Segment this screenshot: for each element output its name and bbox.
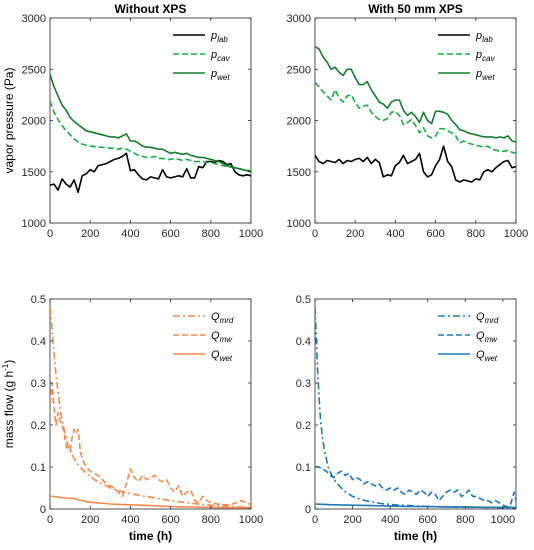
chart-panel-3: 0 200 400 600 800 1000 0 0.1 0.2 0.3 0.4 0.5 time (h… [1,294,263,543]
chart-title: With 50 mm XPS [368,2,463,16]
legend-entry: plab [475,30,493,44]
series-line-q-mw [50,382,251,506]
legend-entry: pcav [475,49,496,63]
legend-entry: plab [210,30,228,44]
x-tick-label: 200 [81,514,99,526]
plot-area [314,17,517,224]
x-tick-label: 800 [456,514,474,526]
x-tick-label: 800 [467,228,485,240]
x-tick-label: 0 [312,228,318,240]
y-tick-label: 0.1 [31,462,46,474]
x-tick-label: 800 [202,514,220,526]
y-tick-label: 0.4 [31,336,46,348]
y-tick-label: 1000 [287,218,311,230]
legend-entry: Qwet [476,349,498,363]
x-tick-label: 400 [386,228,404,240]
x-tick-label: 400 [121,228,139,240]
y-tick-label: 2000 [22,116,46,128]
x-tick-label: 0 [312,514,318,526]
x-tick-label: 1000 [491,514,515,526]
y-tick-label: 3000 [287,13,311,25]
legend-entry: Qmw [211,330,233,344]
y-tick-label: 1500 [22,167,46,179]
plot-area [49,17,252,224]
legend-entry: Qmrd [211,311,234,325]
y-tick-label: 3000 [22,13,46,25]
series-line-q-wet [315,503,516,509]
series-line-p-cav [315,82,516,155]
legend-entry: Qmrd [476,311,499,325]
legend-entry: pwet [210,68,230,82]
y-axis-label: vapor pressure (Pa) [2,67,16,173]
legend-entry: Qmw [476,330,498,344]
x-tick-label: 1000 [504,228,528,240]
y-tick-label: 0.5 [296,294,311,306]
x-tick-label: 0 [47,228,53,240]
x-tick-label: 400 [381,514,399,526]
legend-entry: pcav [210,49,231,63]
y-tick-label: 0 [305,504,311,516]
x-axis-label: time (h) [394,529,437,543]
chart-title: Without XPS [115,2,187,16]
legend-entry: pwet [475,68,495,82]
series-line-p-cav [50,100,251,172]
y-tick-label: 0.1 [296,462,311,474]
y-tick-label: 0.2 [31,420,46,432]
x-axis-label: time (h) [129,529,172,543]
legend-entry: Qwet [211,349,233,363]
y-tick-label: 0.5 [31,294,46,306]
x-tick-label: 600 [161,514,179,526]
y-tick-label: 0.3 [296,378,311,390]
y-tick-label: 2500 [22,64,46,76]
y-tick-label: 2000 [287,116,311,128]
y-tick-label: 0.2 [296,420,311,432]
chart-panel-1: 0 200 400 600 800 1000 1000 1500 2000 2500 3000 Wit… [2,2,263,240]
series-line-p-wet [315,45,516,143]
y-tick-label: 1500 [287,167,311,179]
x-tick-label: 1000 [239,514,263,526]
series-line-p-wet [50,74,251,173]
y-tick-label: 0 [40,504,46,516]
y-axis-label: mass flow (g h-1) [1,360,16,448]
x-tick-label: 1000 [239,228,263,240]
x-tick-label: 600 [426,228,444,240]
y-tick-label: 1000 [22,218,46,230]
y-tick-label: 2500 [287,64,311,76]
x-tick-label: 400 [121,514,139,526]
x-tick-label: 600 [161,228,179,240]
x-tick-label: 200 [346,228,364,240]
plot-area [49,298,252,510]
series-line-q-wet [50,495,251,509]
x-tick-label: 0 [47,514,53,526]
series-line-q-mrd [50,307,251,509]
x-tick-label: 200 [343,514,361,526]
series-line-p-lab [315,145,516,183]
y-tick-label: 0.4 [296,336,311,348]
x-tick-label: 600 [419,514,437,526]
chart-panel-4: 0 200 400 600 800 1000 0 0.1 0.2 0.3 0.4 0.5 time (h… [296,294,517,543]
series-line-q-mw [315,466,516,508]
x-tick-label: 200 [81,228,99,240]
x-tick-label: 800 [202,228,220,240]
y-tick-label: 0.3 [31,378,46,390]
chart-panel-2: 0 200 400 600 800 1000 1000 1500 2000 2500 3000 Wit… [287,2,529,240]
plot-area [314,298,517,510]
